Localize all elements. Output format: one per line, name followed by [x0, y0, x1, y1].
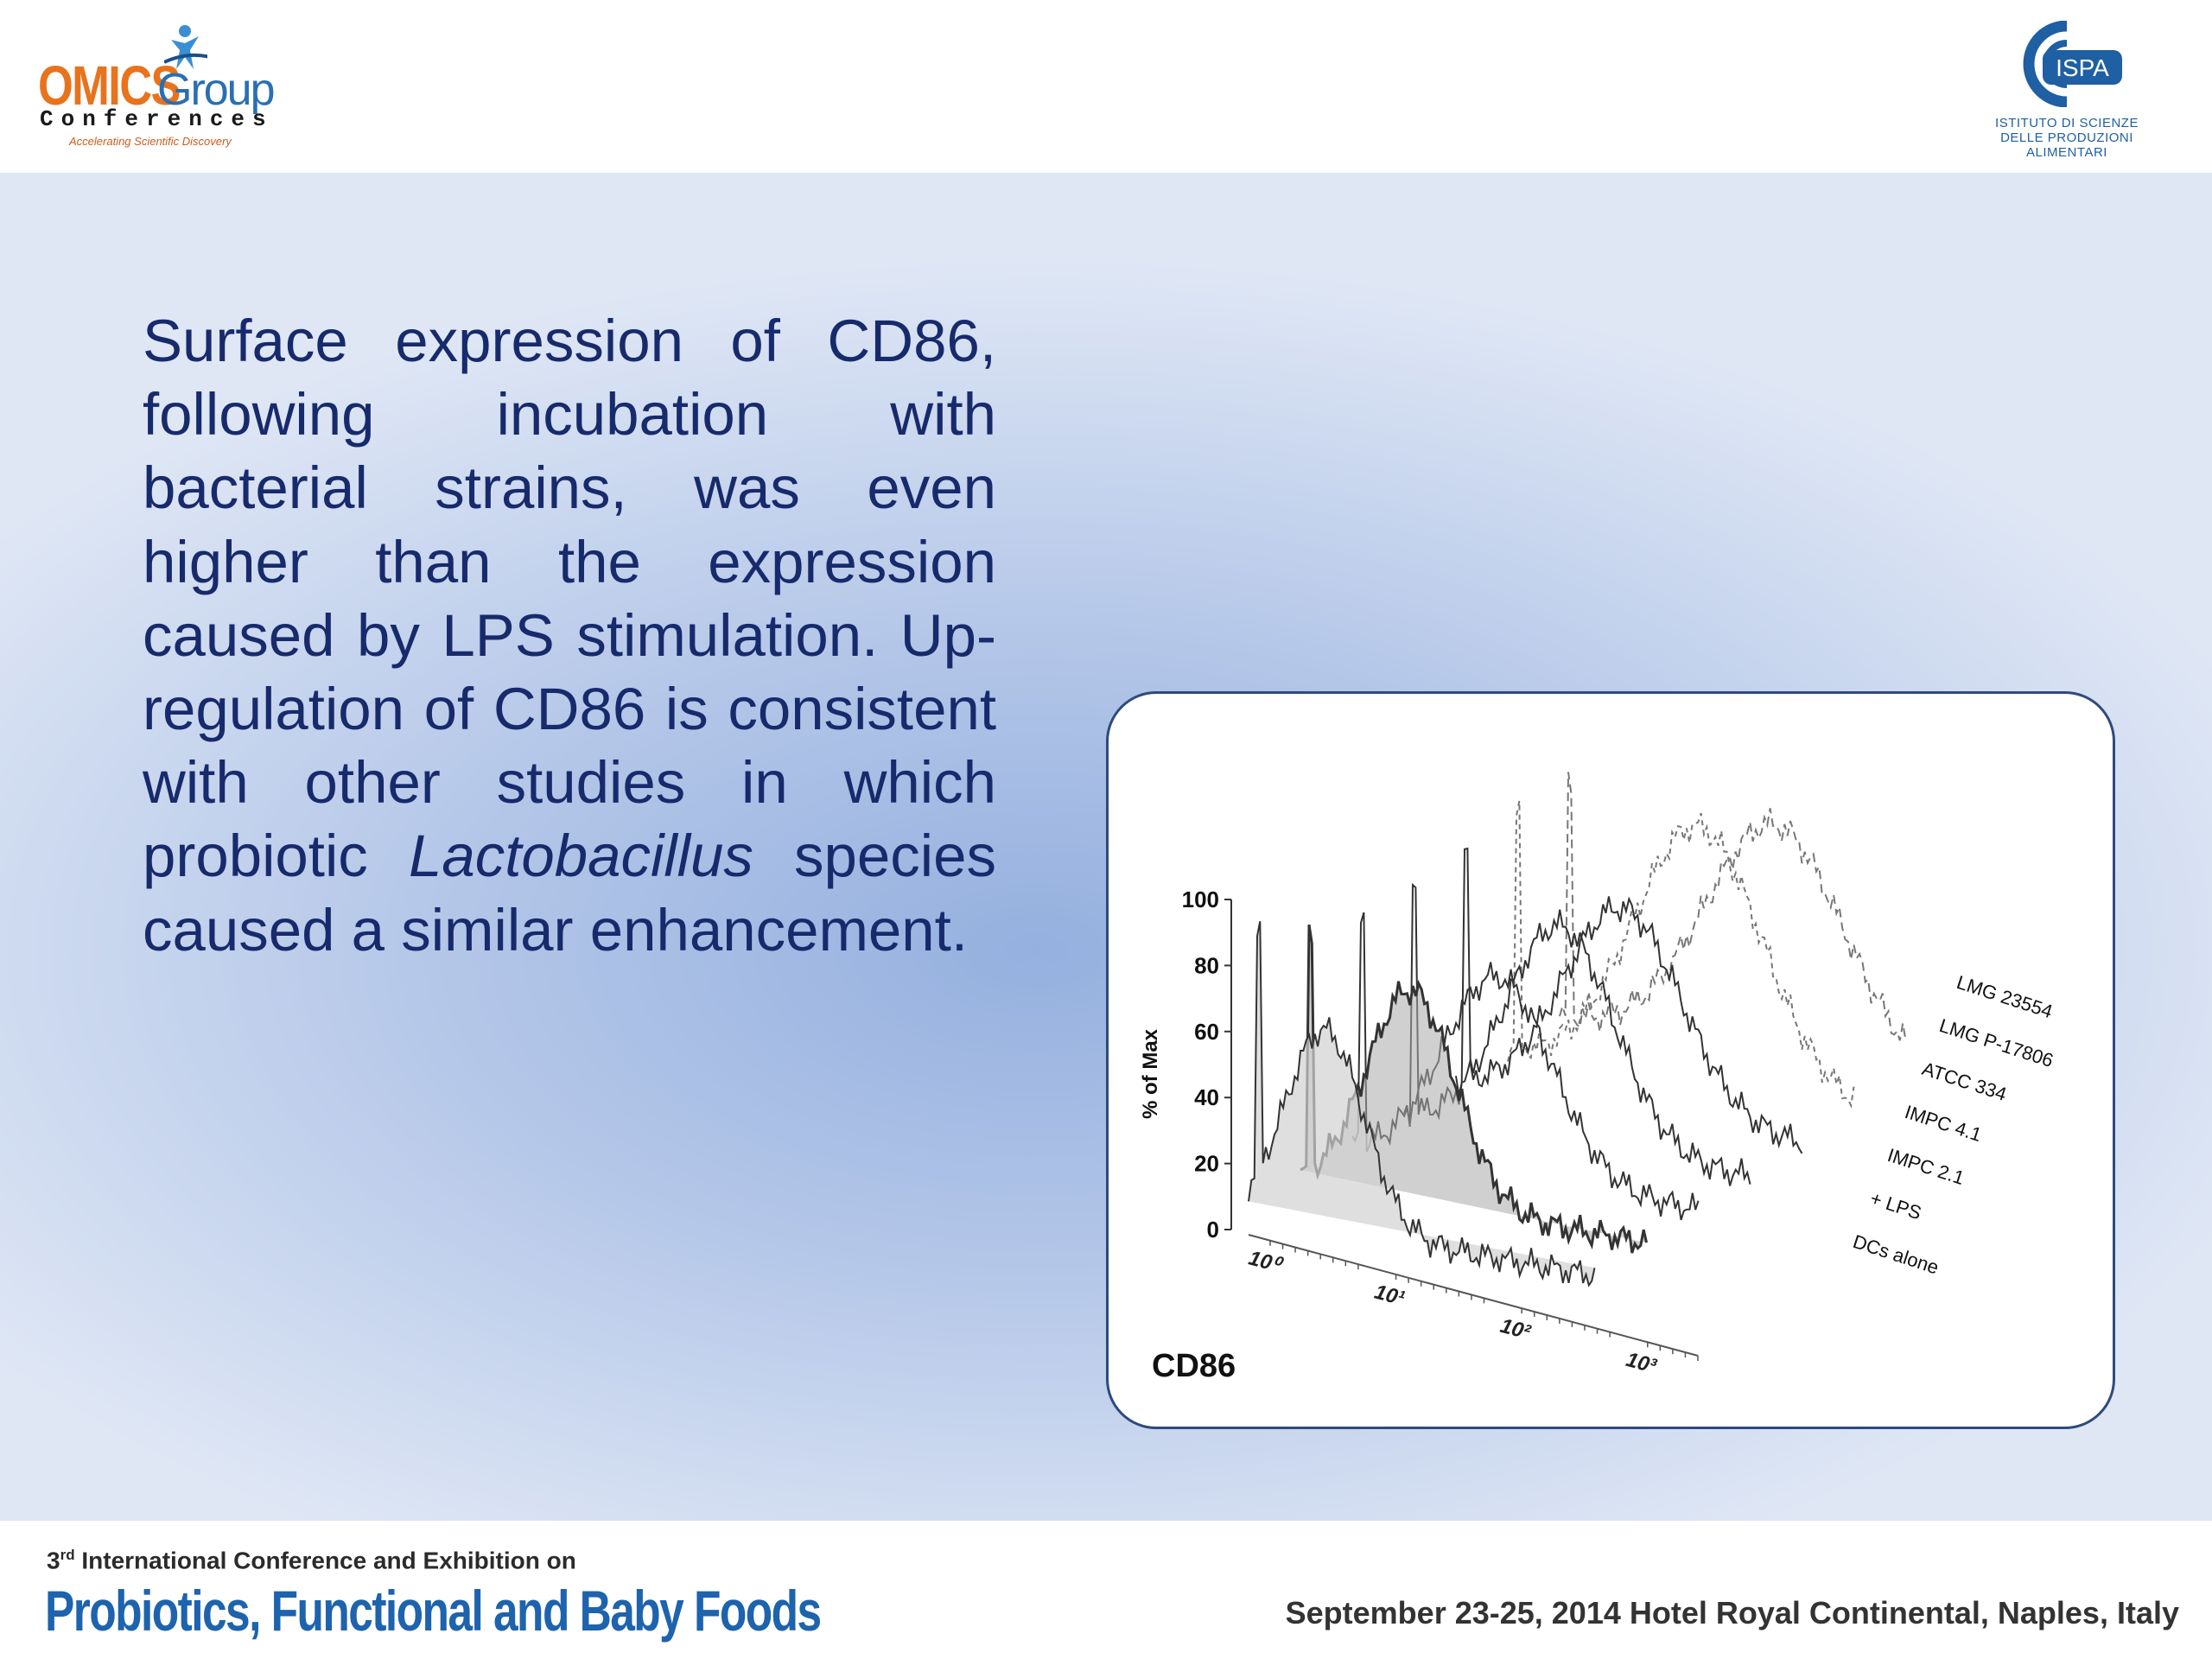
series-label: IMPC 2.1: [1885, 1144, 1967, 1189]
histogram-series-1: [1507, 800, 1855, 1109]
series-label: LMG 23554: [1954, 971, 2055, 1022]
slide-body-text: Surface expression of CD86, following in…: [143, 304, 996, 967]
figure-label-cd86: CD86: [1152, 1348, 1236, 1384]
histogram-series-3: [1403, 882, 1751, 1186]
x-axis-line: [1248, 1234, 1699, 1357]
group-wordmark: Group: [157, 65, 276, 115]
x-tick-label: 10¹: [1372, 1281, 1408, 1311]
edition-text: International Conference and Exhibition …: [74, 1547, 576, 1574]
series-label: LMG P-17806: [1936, 1014, 2056, 1071]
histogram-series-2: [1455, 847, 1803, 1154]
conference-edition: 3rd International Conference and Exhibit…: [47, 1547, 576, 1574]
body-text-part2: species caused a similar enhancement.: [143, 823, 996, 963]
histogram-series-0: [1559, 772, 1907, 1041]
y-axis-label: % of Max: [1139, 1028, 1162, 1119]
body-text-italic-genus: Lactobacillus: [408, 823, 753, 890]
series-label: ATCC 334: [1919, 1058, 2009, 1105]
person-figure-icon: [164, 25, 207, 69]
x-tick-label: 10³: [1624, 1348, 1659, 1378]
y-tick-label: 20: [1194, 1151, 1219, 1177]
conferences-wordmark: Conferences: [40, 106, 274, 132]
omics-group-logo: OMICS Group Conferences Accelerating Sci…: [36, 24, 287, 154]
omics-wordmark: OMICS: [38, 54, 181, 117]
x-tick-label: 10²: [1497, 1314, 1533, 1344]
y-tick-label: 100: [1182, 887, 1219, 912]
omics-tagline: Accelerating Scientific Discovery: [69, 135, 232, 148]
series-label: + LPS: [1867, 1187, 1923, 1224]
edition-suffix: rd: [60, 1547, 75, 1563]
y-tick-label: 80: [1194, 952, 1219, 978]
y-tick-label: 40: [1194, 1084, 1219, 1110]
y-tick-label: 0: [1207, 1217, 1219, 1243]
ispa-institute-name: ISTITUTO DI SCIENZE DELLE PRODUZIONI ALI…: [1995, 116, 2139, 160]
edition-number: 3: [47, 1547, 60, 1574]
series-label: IMPC 4.1: [1902, 1101, 1984, 1146]
histogram-series-5: [1300, 924, 1648, 1254]
footer: 3rd International Conference and Exhibit…: [0, 1521, 2212, 1659]
x-tick-label: 10⁰: [1246, 1246, 1286, 1278]
ispa-logo: ISPA ISTITUTO DI SCIENZE DELLE PRODUZION…: [1980, 21, 2153, 168]
series-label: DCs alone: [1850, 1230, 1941, 1279]
header: OMICS Group Conferences Accelerating Sci…: [0, 0, 2212, 173]
ispa-emblem-icon: ISPA: [2023, 21, 2122, 107]
ispa-acronym: ISPA: [2056, 54, 2109, 81]
y-tick-label: 60: [1194, 1019, 1219, 1045]
conference-title: Probiotics, Functional and Baby Foods: [45, 1579, 822, 1643]
histogram-series-6: [1248, 921, 1596, 1287]
conference-dates-location: September 23-25, 2014 Hotel Royal Contin…: [1285, 1595, 2179, 1630]
cd86-figure-panel: 0 20 40 60 80 100 % of Max 10⁰ 10¹ 10² 10³ LMG 2355…: [1106, 691, 2115, 1429]
cd86-histogram-chart: 0 20 40 60 80 100 % of Max 10⁰ 10¹ 10² 10³ LMG 2355…: [1139, 772, 2056, 1384]
body-text-part1: Surface expression of CD86, following in…: [143, 308, 996, 890]
